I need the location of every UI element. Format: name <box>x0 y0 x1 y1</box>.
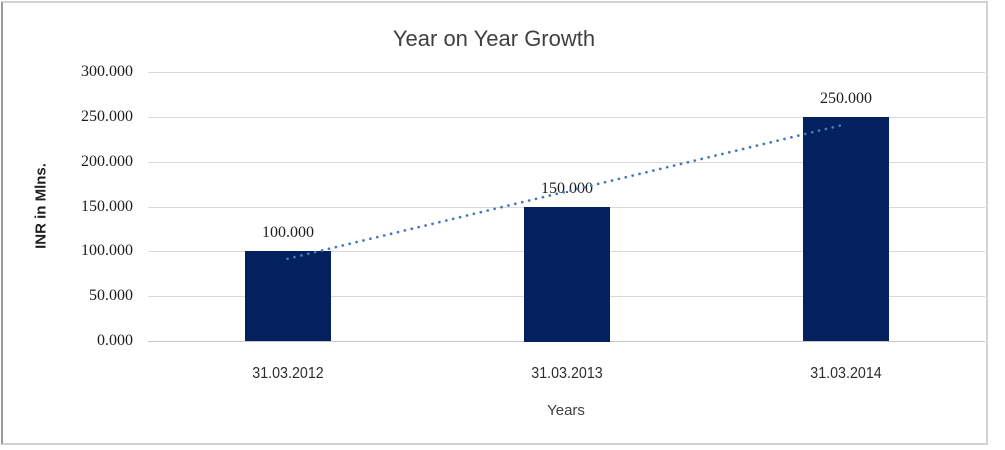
gridline-250 <box>148 117 985 118</box>
data-label: 100.000 <box>262 224 314 241</box>
bar-31.03.2014 <box>803 117 889 341</box>
x-axis-title: Years <box>547 402 585 419</box>
data-label: 150.000 <box>541 180 593 197</box>
gridline-300 <box>148 72 985 73</box>
x-tick-label: 31.03.2013 <box>531 365 603 382</box>
y-tick-label: 50.000 <box>89 287 133 304</box>
y-tick-label: 150.000 <box>81 198 133 215</box>
x-tick-label: 31.03.2012 <box>252 365 324 382</box>
y-tick-label: 300.000 <box>81 63 133 80</box>
bar-31.03.2012 <box>245 251 331 341</box>
y-tick-label: 250.000 <box>81 108 133 125</box>
chart-title: Year on Year Growth <box>392 26 596 51</box>
data-label: 250.000 <box>820 90 872 107</box>
y-tick-label: 100.000 <box>81 242 133 259</box>
y-tick-label: 0.000 <box>97 332 133 349</box>
y-tick-label: 200.000 <box>81 153 133 170</box>
x-tick-label: 31.03.2014 <box>810 365 882 382</box>
bar-31.03.2013 <box>524 207 610 342</box>
